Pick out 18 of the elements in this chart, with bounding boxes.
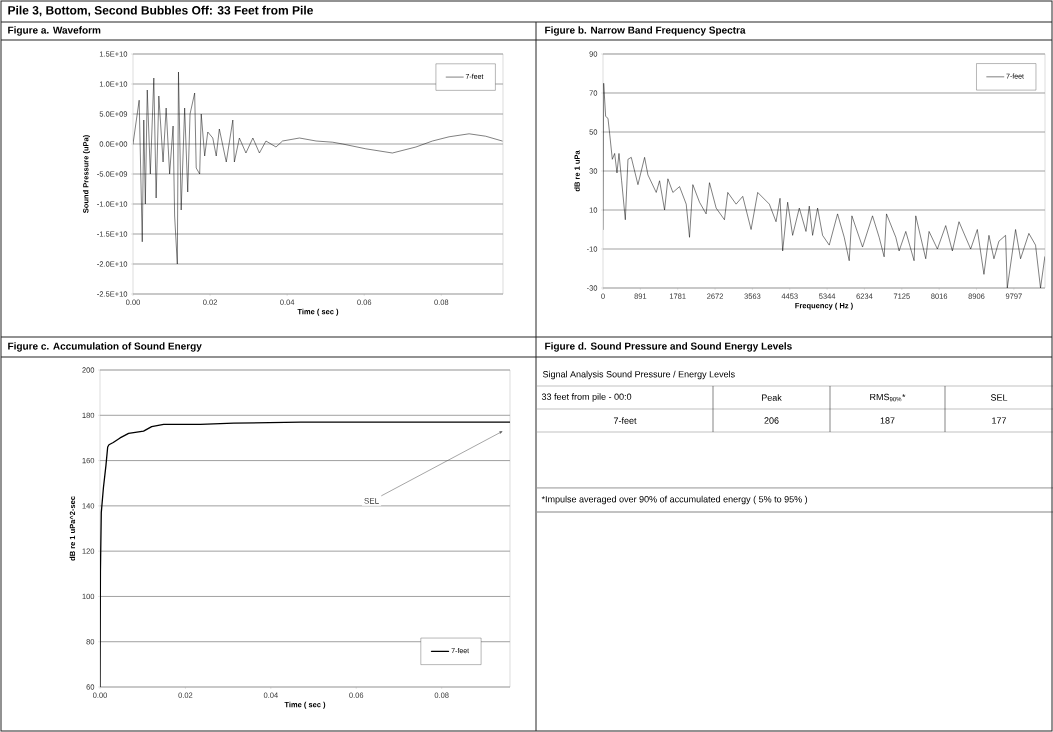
data-label: 206 xyxy=(764,417,779,424)
chart-title: Pile 3, Bottom, Second Bubbles Off: 33 Feet from Pile xyxy=(8,5,313,17)
line-series xyxy=(133,71,503,265)
text: Signal Analysis Sound Pressure / Energy Levels xyxy=(542,370,735,380)
line-series xyxy=(603,83,1046,289)
text: 33 feet from pile - 00:0 xyxy=(541,393,632,402)
data-label: 177 xyxy=(992,417,1007,424)
category-label: SEL xyxy=(990,394,1008,401)
category-label: Peak xyxy=(761,394,782,401)
category-label: RMS$_{90%}$* xyxy=(870,393,906,402)
annotation: SEL xyxy=(364,498,379,504)
text: *Impulse averaged over 90% of accumulated energy ( 5% to 95% ) xyxy=(541,495,808,505)
chart-title: Figure c. Accumulation of Sound Energy xyxy=(8,342,202,352)
text: Figure d. Sound Pressure and Sound Energy Levels xyxy=(545,342,792,352)
text: 7-feet xyxy=(613,417,637,424)
chart-subtitle: Figure a. Waveform xyxy=(8,26,101,36)
data-label: 187 xyxy=(880,417,895,424)
chart-title: Figure b. Narrow Band Frequency Spectra xyxy=(545,26,746,36)
